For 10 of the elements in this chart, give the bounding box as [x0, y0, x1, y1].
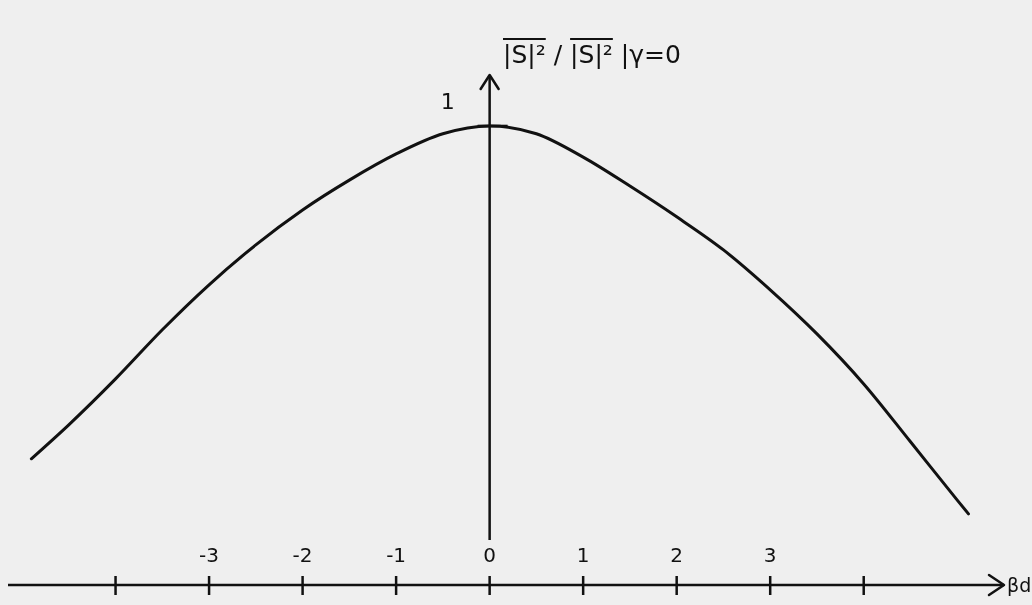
y-axis-title: |S|² / |S|² |γ=0 [503, 39, 681, 71]
x-tick-label: -1 [386, 543, 407, 567]
annotation: 1 [440, 89, 455, 115]
x-tick-label: 2 [670, 543, 684, 567]
x-tick-label: 0 [483, 543, 496, 567]
x-tick-label: -2 [292, 543, 313, 567]
x-tick-label: -3 [199, 543, 220, 567]
x-axis-title: βd [1007, 574, 1032, 596]
x-tick-label: 1 [576, 543, 590, 567]
x-tick-label: 3 [763, 543, 777, 567]
